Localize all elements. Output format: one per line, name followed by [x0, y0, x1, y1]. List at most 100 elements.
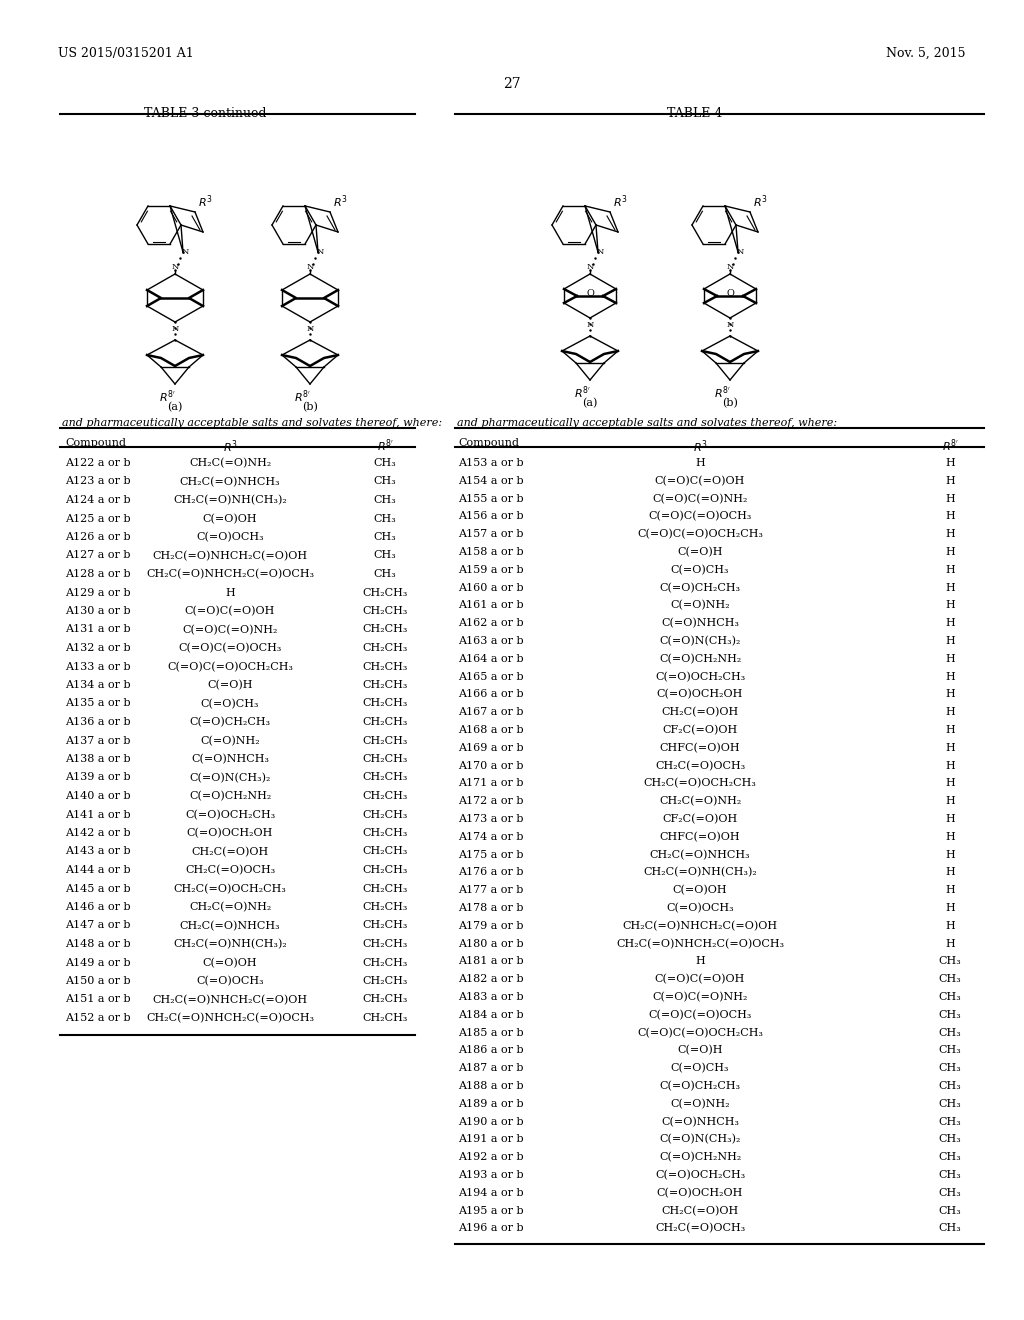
- Text: A157 a or b: A157 a or b: [458, 529, 523, 539]
- Text: (b): (b): [302, 403, 317, 412]
- Text: CH₃: CH₃: [374, 477, 396, 487]
- Text: A124 a or b: A124 a or b: [65, 495, 131, 506]
- Text: A145 a or b: A145 a or b: [65, 883, 131, 894]
- Text: H: H: [945, 618, 954, 628]
- Text: C(=O)OCH₂OH: C(=O)OCH₂OH: [186, 828, 273, 838]
- Text: A148 a or b: A148 a or b: [65, 939, 131, 949]
- Text: CH₂CH₃: CH₂CH₃: [362, 1012, 408, 1023]
- Text: TABLE 4: TABLE 4: [668, 107, 723, 120]
- Text: A122 a or b: A122 a or b: [65, 458, 131, 469]
- Text: H: H: [945, 760, 954, 771]
- Text: CH₃: CH₃: [939, 1027, 962, 1038]
- Text: TABLE 3-continued: TABLE 3-continued: [143, 107, 266, 120]
- Text: H: H: [695, 957, 705, 966]
- Text: CH₂CH₃: CH₂CH₃: [362, 809, 408, 820]
- Text: CH₂C(=O)NHCH₂C(=O)OH: CH₂C(=O)NHCH₂C(=O)OH: [623, 921, 777, 931]
- Text: A172 a or b: A172 a or b: [458, 796, 523, 807]
- Text: CH₃: CH₃: [939, 1117, 962, 1126]
- Text: A125 a or b: A125 a or b: [65, 513, 131, 524]
- Text: $R^{8'}$: $R^{8'}$: [714, 385, 730, 401]
- Text: N: N: [596, 248, 604, 256]
- Text: C(=O)H: C(=O)H: [677, 546, 723, 557]
- Text: N: N: [736, 248, 743, 256]
- Text: H: H: [945, 458, 954, 469]
- Text: H: H: [945, 850, 954, 859]
- Text: CH₂CH₃: CH₂CH₃: [362, 865, 408, 875]
- Text: A170 a or b: A170 a or b: [458, 760, 523, 771]
- Text: CH₂C(=O)NHCH₃: CH₂C(=O)NHCH₃: [179, 477, 281, 487]
- Text: A188 a or b: A188 a or b: [458, 1081, 523, 1092]
- Text: CH₂CH₃: CH₂CH₃: [362, 606, 408, 616]
- Text: A156 a or b: A156 a or b: [458, 511, 523, 521]
- Text: C(=O)C(=O)OCH₃: C(=O)C(=O)OCH₃: [178, 643, 282, 653]
- Text: CH₃: CH₃: [939, 974, 962, 985]
- Text: CH₂CH₃: CH₂CH₃: [362, 698, 408, 709]
- Text: N: N: [181, 248, 188, 256]
- Text: CH₂C(=O)OH: CH₂C(=O)OH: [662, 1205, 738, 1216]
- Text: CH₃: CH₃: [939, 1134, 962, 1144]
- Text: CH₂CH₃: CH₂CH₃: [362, 902, 408, 912]
- Text: H: H: [945, 653, 954, 664]
- Text: H: H: [945, 796, 954, 807]
- Text: A140 a or b: A140 a or b: [65, 791, 131, 801]
- Text: C(=O)CH₃: C(=O)CH₃: [671, 565, 729, 576]
- Text: CH₂CH₃: CH₂CH₃: [362, 661, 408, 672]
- Text: H: H: [945, 565, 954, 574]
- Text: (a): (a): [583, 399, 598, 408]
- Text: A171 a or b: A171 a or b: [458, 779, 523, 788]
- Text: H: H: [945, 636, 954, 645]
- Text: US 2015/0315201 A1: US 2015/0315201 A1: [58, 48, 194, 59]
- Text: C(=O)OCH₂OH: C(=O)OCH₂OH: [656, 689, 743, 700]
- Text: CH₂C(=O)NH(CH₃)₂: CH₂C(=O)NH(CH₃)₂: [173, 939, 287, 949]
- Text: C(=O)CH₃: C(=O)CH₃: [671, 1063, 729, 1073]
- Text: A162 a or b: A162 a or b: [458, 618, 523, 628]
- Text: CH₂C(=O)NHCH₂C(=O)OH: CH₂C(=O)NHCH₂C(=O)OH: [153, 550, 307, 561]
- Text: A147 a or b: A147 a or b: [65, 920, 130, 931]
- Text: N: N: [587, 263, 594, 271]
- Text: O: O: [586, 289, 594, 298]
- Text: CH₂C(=O)NH₂: CH₂C(=O)NH₂: [188, 902, 271, 912]
- Text: $R^3$: $R^3$: [692, 438, 708, 454]
- Text: A160 a or b: A160 a or b: [458, 582, 523, 593]
- Text: CH₂C(=O)OH: CH₂C(=O)OH: [191, 846, 268, 857]
- Text: A135 a or b: A135 a or b: [65, 698, 131, 709]
- Text: CH₂CH₃: CH₂CH₃: [362, 680, 408, 690]
- Text: H: H: [945, 494, 954, 504]
- Text: O: O: [726, 289, 734, 298]
- Text: CH₂CH₃: CH₂CH₃: [362, 846, 408, 857]
- Text: CH₃: CH₃: [939, 1224, 962, 1233]
- Text: A137 a or b: A137 a or b: [65, 735, 130, 746]
- Text: $R^{8'}$: $R^{8'}$: [573, 385, 591, 401]
- Text: A139 a or b: A139 a or b: [65, 772, 131, 783]
- Text: C(=O)OCH₃: C(=O)OCH₃: [667, 903, 734, 913]
- Text: A146 a or b: A146 a or b: [65, 902, 131, 912]
- Text: 27: 27: [503, 77, 521, 91]
- Text: CH₂CH₃: CH₂CH₃: [362, 735, 408, 746]
- Text: CH₂CH₃: CH₂CH₃: [362, 883, 408, 894]
- Text: A158 a or b: A158 a or b: [458, 546, 523, 557]
- Text: CH₃: CH₃: [374, 532, 396, 543]
- Text: CH₃: CH₃: [939, 1188, 962, 1197]
- Text: H: H: [945, 743, 954, 752]
- Text: C(=O)CH₂NH₂: C(=O)CH₂NH₂: [658, 653, 741, 664]
- Text: N: N: [726, 263, 733, 271]
- Text: C(=O)C(=O)NH₂: C(=O)C(=O)NH₂: [652, 494, 748, 504]
- Text: C(=O)NHCH₃: C(=O)NHCH₃: [662, 618, 739, 628]
- Text: $R^{8'}$: $R^{8'}$: [159, 389, 175, 405]
- Text: A128 a or b: A128 a or b: [65, 569, 131, 579]
- Text: C(=O)OCH₂CH₃: C(=O)OCH₂CH₃: [655, 1170, 745, 1180]
- Text: CH₃: CH₃: [374, 513, 396, 524]
- Text: N: N: [587, 321, 594, 329]
- Text: CHFC(=O)OH: CHFC(=O)OH: [659, 743, 740, 754]
- Text: CH₂C(=O)NH₂: CH₂C(=O)NH₂: [188, 458, 271, 469]
- Text: H: H: [945, 582, 954, 593]
- Text: CH₂CH₃: CH₂CH₃: [362, 975, 408, 986]
- Text: C(=O)H: C(=O)H: [207, 680, 253, 690]
- Text: CH₂C(=O)OCH₃: CH₂C(=O)OCH₃: [655, 1224, 745, 1234]
- Text: CH₃: CH₃: [374, 495, 396, 506]
- Text: CH₂CH₃: CH₂CH₃: [362, 754, 408, 764]
- Text: H: H: [945, 511, 954, 521]
- Text: N: N: [306, 263, 313, 271]
- Text: CH₃: CH₃: [939, 1010, 962, 1020]
- Text: H: H: [945, 475, 954, 486]
